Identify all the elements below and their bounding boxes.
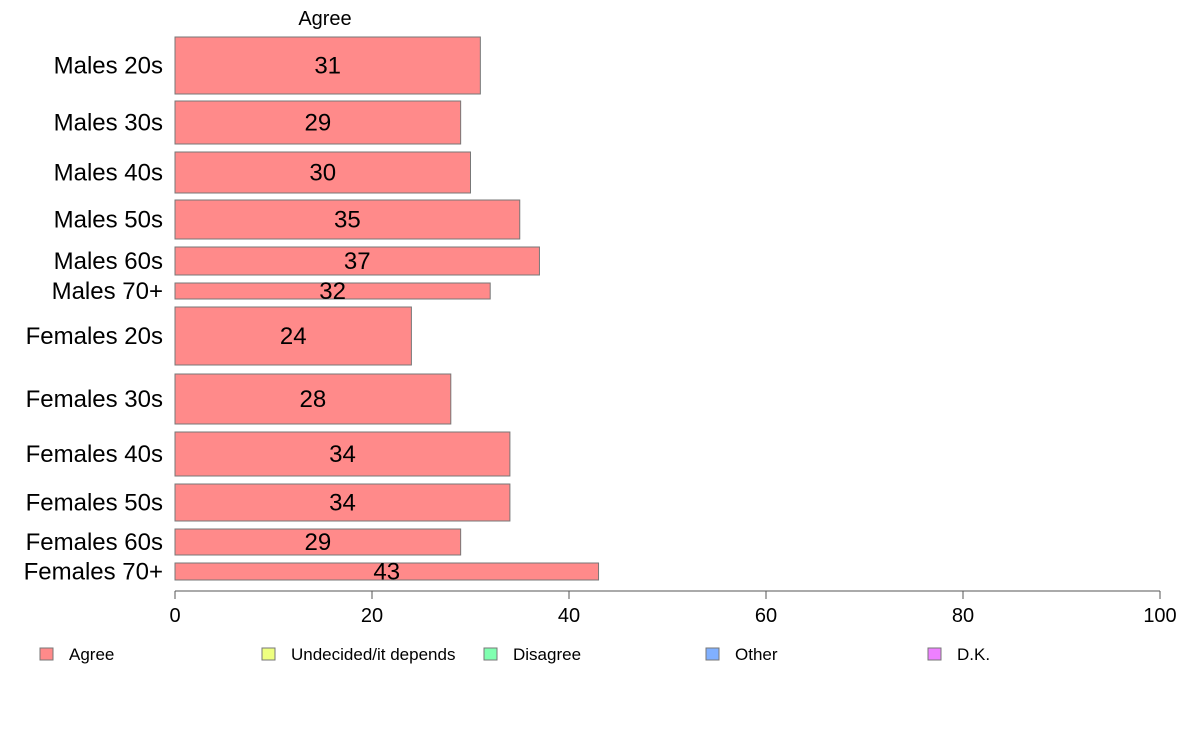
bar-value-label: 28 <box>300 386 327 413</box>
bar-agree <box>174 282 491 300</box>
x-tick-label: 40 <box>558 605 580 627</box>
category-label: Females 20s <box>26 323 163 350</box>
bar-value-label: 31 <box>314 53 341 80</box>
legend-swatch <box>39 647 54 661</box>
bar-agree <box>174 151 471 194</box>
legend: Agree Undecided/it depends Disagree Other D.… <box>39 645 990 664</box>
legend-label: Undecided/it depends <box>291 645 455 664</box>
bar-agree <box>174 528 462 556</box>
x-tick-label: 100 <box>1143 605 1176 627</box>
category-label: Males 20s <box>54 53 163 80</box>
legend-swatch <box>483 647 498 661</box>
category-label: Females 50s <box>26 490 163 517</box>
bar-value-label: 43 <box>373 559 400 586</box>
category-label: Males 30s <box>54 110 163 137</box>
category-label: Males 70+ <box>52 278 163 305</box>
category-label: Females 40s <box>26 441 163 468</box>
category-label: Males 60s <box>54 248 163 275</box>
bar-value-label: 34 <box>329 490 356 517</box>
legend-label: Agree <box>69 645 114 664</box>
category-label: Males 40s <box>54 160 163 187</box>
category-label: Males 50s <box>54 207 163 234</box>
bar-agree <box>174 246 540 276</box>
bar-value-label: 29 <box>304 110 331 137</box>
legend-label: Disagree <box>513 645 581 664</box>
x-axis: 0 20 40 60 80 100 <box>169 590 1177 627</box>
x-tick-label: 80 <box>952 605 974 627</box>
bar-agree <box>174 306 412 366</box>
x-tick-label: 0 <box>169 605 180 627</box>
legend-swatch <box>261 647 276 661</box>
category-label: Females 30s <box>26 386 163 413</box>
legend-label: Other <box>735 645 778 664</box>
legend-label: D.K. <box>957 645 990 664</box>
legend-swatch <box>927 647 942 661</box>
bar-value-label: 34 <box>329 441 356 468</box>
bar-value-label: 29 <box>304 529 331 556</box>
bar-agree <box>174 36 481 95</box>
x-tick-label: 20 <box>361 605 383 627</box>
bar-agree <box>174 562 600 581</box>
legend-swatch <box>705 647 720 661</box>
bar-value-label: 30 <box>309 160 336 187</box>
bar-value-label: 32 <box>319 278 346 305</box>
category-label: Females 70+ <box>24 559 163 586</box>
bars: Males 20s 31 Males 30s 29 Males 40s 30 Males 5… <box>24 36 600 586</box>
bar-agree <box>174 483 511 522</box>
bar-agree <box>174 199 521 240</box>
bar-agree <box>174 431 511 477</box>
bar-value-label: 35 <box>334 207 361 234</box>
bar-agree <box>174 373 452 425</box>
bar-value-label: 37 <box>344 248 371 275</box>
category-label: Females 60s <box>26 529 163 556</box>
bar-value-label: 24 <box>280 323 307 350</box>
column-title: Agree <box>298 8 351 30</box>
bar-agree <box>174 100 462 145</box>
x-tick-label: 60 <box>755 605 777 627</box>
